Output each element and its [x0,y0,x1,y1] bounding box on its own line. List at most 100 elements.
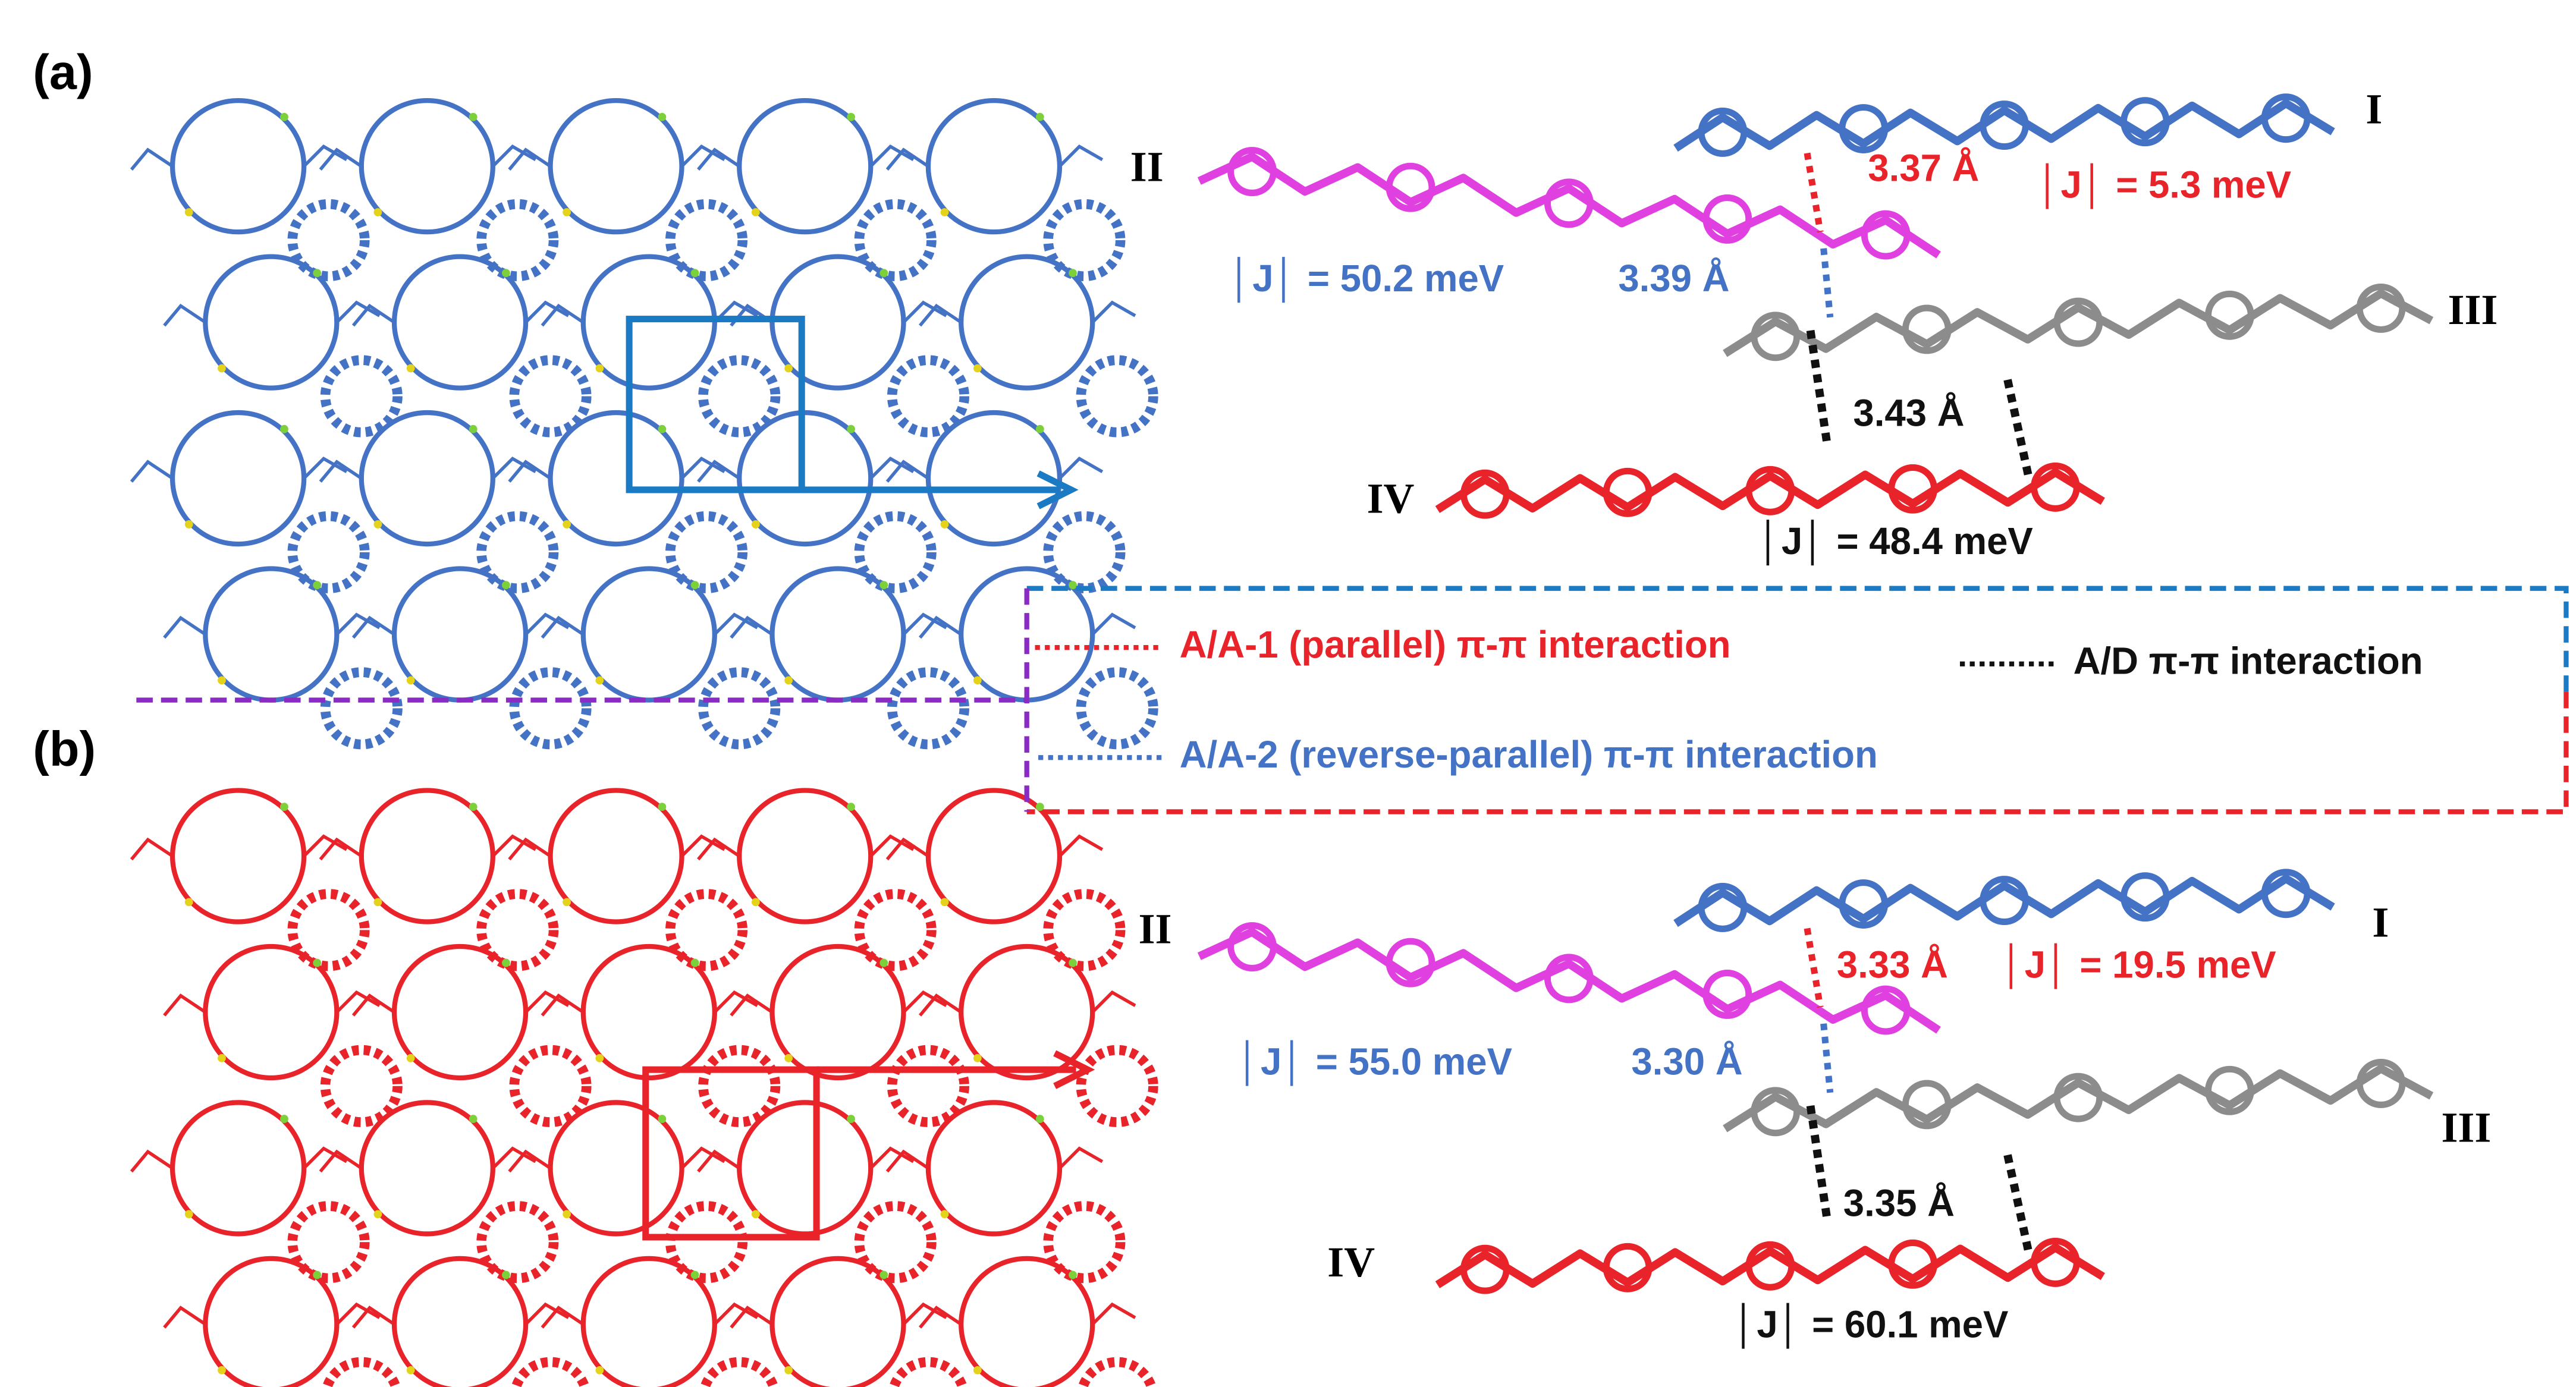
lattice-bond [319,456,537,483]
atom [595,364,604,373]
molecule-ring [2120,97,2170,147]
lattice-bond [163,612,381,639]
atom [563,520,571,529]
lattice-ring [476,889,559,971]
atom [469,112,477,121]
molecule-ring [2356,283,2406,333]
atom [469,1115,477,1123]
atom [1035,112,1044,121]
atom [973,364,982,373]
molecule-ring [1861,210,1911,260]
lattice-ring [322,1357,401,1387]
atom [847,112,856,121]
interaction [1820,1023,1834,1093]
lattice-ring [1076,667,1158,750]
atom [280,424,288,433]
atom [184,1210,193,1219]
atom [502,269,510,278]
molecule-ring [1702,194,1752,244]
lattice-ring [320,1045,403,1127]
lattice-ring [580,254,717,391]
lattice-bond [508,834,725,861]
molecule-ring [2261,869,2311,919]
lattice-bond [351,300,570,327]
lattice-ring [287,889,370,971]
panel-label: (a) [33,45,93,100]
distance-label: 3.39 Å [1618,257,1729,300]
molecule [1723,1064,2434,1133]
atom [502,1270,510,1279]
atom [313,958,322,967]
lattice-bond [130,456,348,483]
atom [595,1366,604,1375]
atom [784,676,793,685]
legend-label: A/A-1 (parallel) π-π interaction [1180,624,1731,666]
atom [184,208,193,216]
lattice-ring [203,254,340,391]
molecule-ring [1980,876,2030,926]
molecule [1435,468,2105,513]
lattice-bond [541,1302,759,1329]
molecule-ring [2356,1059,2406,1108]
atom [784,1366,793,1375]
lattice-bond [508,456,725,483]
molecule-ring [1227,922,1277,971]
atom [973,676,982,685]
atom [1069,269,1077,278]
molecule-ring [1603,467,1653,517]
lattice-ring [1076,1045,1158,1127]
lattice-ring [854,199,937,282]
lattice-bond [130,144,348,171]
molecule-ring [1839,879,1889,929]
lattice-ring [1043,511,1126,593]
atom [184,898,193,907]
lattice-bond [697,456,915,483]
distance-label: 3.37 Å [1868,147,1979,190]
lattice-ring [887,1045,970,1127]
molecule-ring [2120,872,2170,922]
molecule-ring [1751,1087,1801,1137]
legend-label: A/D π-π interaction [2074,640,2423,683]
molecule-ring [2205,1065,2254,1115]
legend-keys [1035,644,2054,760]
atom [218,1053,226,1062]
atom [280,1115,288,1123]
atom [280,112,288,121]
lattice-bond [885,144,1104,171]
lattice-bond [319,1146,537,1173]
atom [502,581,510,590]
lattice-ring [698,355,781,438]
interaction [1806,1105,1832,1218]
zoom-box [642,1066,820,1241]
legend-border-left [136,588,1029,812]
molecule-ring [1745,1241,1795,1291]
lattice-ring [854,889,937,971]
molecule-ring [1888,464,1938,514]
atom [784,1053,793,1062]
lattice-bond [919,990,1136,1017]
atom [595,1053,604,1062]
molecule-ring [1888,1239,1938,1289]
molecule-ring [1698,107,1748,157]
molecule-ring [1861,985,1911,1035]
molecule-ring [1386,162,1435,212]
lattice-ring [888,1357,968,1387]
molecule-label: I [2372,898,2389,946]
atom [406,364,415,373]
molecule-ring [2261,93,2311,143]
artwork [130,93,2434,1387]
atom [313,581,322,590]
lattice-ring [320,667,403,750]
atom [658,1115,667,1123]
atom [940,1210,949,1219]
molecule [1673,99,2335,152]
atom [879,958,888,967]
molecule-ring [1544,954,1594,1004]
atom [940,208,949,216]
atom [595,676,604,685]
lattice-bond [730,1302,947,1329]
coupling-label: │J│ = 55.0 meV [1237,1040,1512,1087]
molecule-ring [1227,147,1277,196]
coupling-label: │J│ = 48.4 meV [1758,520,2033,566]
